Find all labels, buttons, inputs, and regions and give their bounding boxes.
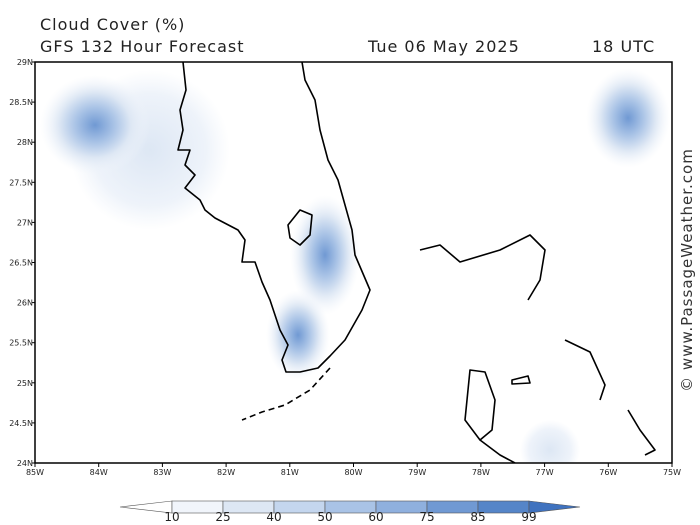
- colorbar-label: 75: [419, 510, 434, 524]
- lat-label: 29N: [17, 58, 33, 67]
- coastline: [177, 62, 371, 373]
- lake: [287, 209, 313, 246]
- lon-label: 85W: [26, 468, 44, 477]
- cloud-area: [40, 75, 150, 175]
- lon-label: 79W: [408, 468, 426, 477]
- bahamas: [627, 409, 656, 456]
- colorbar-label: 50: [317, 510, 332, 524]
- lon-label: 77W: [536, 468, 554, 477]
- lat-label: 26.5N: [9, 259, 33, 268]
- lon-label: 76W: [599, 468, 617, 477]
- colorbar-label: 99: [521, 510, 536, 524]
- map-title: Cloud Cover (%): [40, 15, 185, 34]
- lat-label: 26N: [17, 299, 33, 308]
- bahamas: [511, 375, 531, 385]
- colorbar-label: 40: [266, 510, 281, 524]
- lon-label: 75W: [663, 468, 681, 477]
- cuba: [479, 439, 516, 463]
- cloud-area: [290, 195, 360, 315]
- lon-label: 81W: [281, 468, 299, 477]
- colorbar-label: 25: [215, 510, 230, 524]
- map-area: [40, 62, 670, 463]
- lon-label: 84W: [90, 468, 108, 477]
- lat-label: 24N: [17, 459, 33, 468]
- bahamas: [564, 339, 606, 401]
- colorbar-label: 60: [368, 510, 383, 524]
- watermark: © www.PassageWeather.com: [678, 148, 696, 392]
- bahamas: [419, 234, 546, 301]
- cloud-area: [520, 420, 580, 463]
- lat-label: 27N: [17, 218, 33, 227]
- lon-label: 80W: [344, 468, 362, 477]
- lat-label: 25.5N: [9, 339, 33, 348]
- lat-label: 27.5N: [9, 178, 33, 187]
- forecast-date: Tue 06 May 2025: [367, 37, 520, 56]
- model-run: GFS 132 Hour Forecast: [40, 37, 245, 56]
- lat-label: 28N: [17, 138, 33, 147]
- lon-label: 82W: [217, 468, 235, 477]
- forecast-time: 18 UTC: [592, 37, 655, 56]
- lat-label: 25N: [17, 379, 33, 388]
- colorbar-label: 85: [470, 510, 485, 524]
- lon-label: 83W: [153, 468, 171, 477]
- lon-label: 78W: [472, 468, 490, 477]
- cloud-area: [586, 68, 670, 168]
- cloud-area: [266, 290, 330, 380]
- colorbar-label: 10: [164, 510, 179, 524]
- lat-label: 28.5N: [9, 98, 33, 107]
- keys: [241, 367, 331, 421]
- lat-label: 24.5N: [9, 419, 33, 428]
- bahamas: [464, 369, 496, 441]
- colorbar-segment: [528, 500, 581, 514]
